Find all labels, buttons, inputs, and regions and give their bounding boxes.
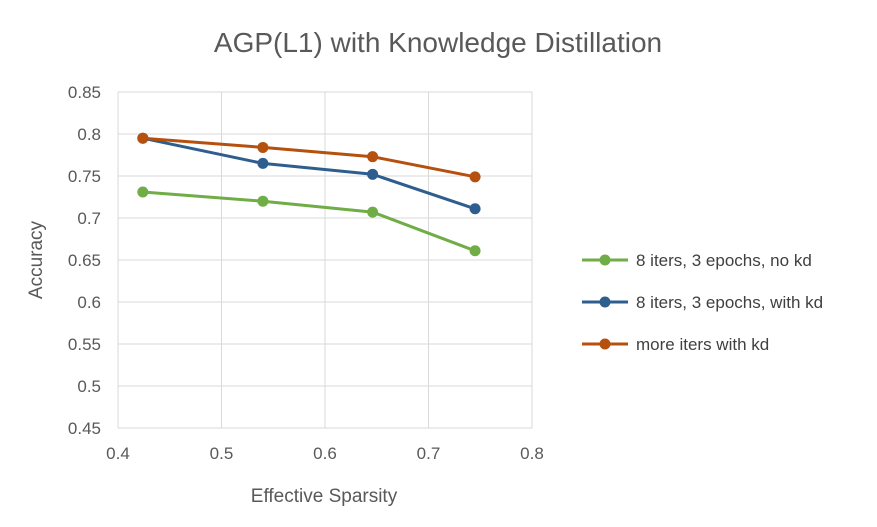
x-tick-label: 0.4 xyxy=(106,444,130,463)
series-3 xyxy=(137,132,481,183)
y-axis-label: Accuracy xyxy=(26,220,47,299)
y-tick-label: 0.45 xyxy=(68,419,101,438)
data-point xyxy=(257,157,269,169)
x-tick-label: 0.5 xyxy=(210,444,234,463)
y-tick-label: 0.8 xyxy=(77,125,101,144)
data-point xyxy=(257,141,269,153)
y-tick-label: 0.85 xyxy=(68,83,101,102)
y-tick-label: 0.55 xyxy=(68,335,101,354)
legend-item: 8 iters, 3 epochs, with kd xyxy=(582,293,823,312)
legend-item: more iters with kd xyxy=(582,335,769,354)
legend-marker xyxy=(599,296,611,308)
y-axis-ticks: 0.45 0.5 0.55 0.6 0.65 0.7 0.75 0.8 0.85 xyxy=(68,83,101,438)
x-axis-label: Effective Sparsity xyxy=(251,486,398,507)
series-2 xyxy=(137,132,481,215)
data-point xyxy=(137,132,149,144)
series-1 xyxy=(137,186,481,257)
legend-item: 8 iters, 3 epochs, no kd xyxy=(582,251,812,270)
y-tick-label: 0.65 xyxy=(68,251,101,270)
series-line xyxy=(142,190,476,253)
legend-marker xyxy=(599,254,611,266)
data-point xyxy=(257,195,269,207)
x-tick-label: 0.8 xyxy=(520,444,544,463)
legend-marker xyxy=(599,338,611,350)
x-tick-label: 0.6 xyxy=(313,444,337,463)
legend-label: 8 iters, 3 epochs, with kd xyxy=(636,293,823,312)
x-axis-ticks: 0.4 0.5 0.6 0.7 0.8 xyxy=(106,444,544,463)
chart-title: AGP(L1) with Knowledge Distillation xyxy=(214,27,662,58)
data-point xyxy=(469,245,481,257)
series-line xyxy=(142,136,476,179)
y-tick-label: 0.6 xyxy=(77,293,101,312)
x-tick-label: 0.7 xyxy=(417,444,441,463)
data-point xyxy=(137,186,149,198)
legend-label: more iters with kd xyxy=(636,335,769,354)
legend-label: 8 iters, 3 epochs, no kd xyxy=(636,251,812,270)
data-point xyxy=(367,151,379,163)
y-tick-label: 0.7 xyxy=(77,209,101,228)
series-line xyxy=(142,136,476,211)
data-point xyxy=(469,171,481,183)
grid xyxy=(117,91,533,429)
y-tick-label: 0.5 xyxy=(77,377,101,396)
series-group xyxy=(137,132,481,257)
data-point xyxy=(469,203,481,215)
legend: 8 iters, 3 epochs, no kd 8 iters, 3 epoch… xyxy=(582,251,823,354)
data-point xyxy=(367,206,379,218)
y-tick-label: 0.75 xyxy=(68,167,101,186)
data-point xyxy=(367,168,379,180)
